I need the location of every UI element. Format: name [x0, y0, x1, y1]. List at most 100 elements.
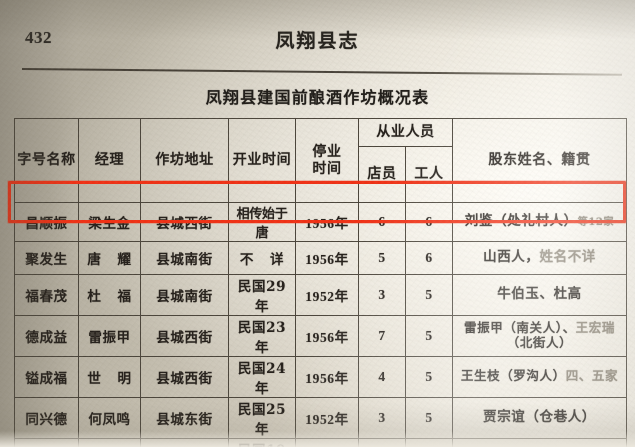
column-header-workers: 工人: [405, 146, 453, 203]
cell-manager: 张世贤: [78, 437, 141, 447]
cell-address: 县城西街: [140, 202, 229, 242]
cell-open-time: 民国25年: [228, 396, 296, 439]
table-row: 昌顺振 梁生金 县城西街 相传始于唐 1956年 6 6 刘鉴（处礼村人）等12…: [14, 202, 627, 242]
cell-clerks: 3: [358, 273, 406, 316]
shareholders-tail: 等12家: [577, 217, 615, 229]
cell-clerks: 4: [358, 437, 406, 447]
cell-open-time: 民国19年: [228, 437, 296, 447]
cell-name: 飞长丰: [14, 437, 79, 447]
close-time-line2: 时间: [312, 160, 342, 177]
table-row: 德成益 雷振甲 县城西街 民国23年 1956年 7 5 雷振甲（南关人）、王宏…: [14, 314, 627, 357]
manager-char-b: 耀: [117, 251, 132, 268]
cell-address: 县城东街: [140, 396, 229, 439]
cell-close-time: 1956年: [295, 241, 359, 275]
header-rule: [21, 68, 622, 76]
open-time-char-a: 不: [239, 251, 254, 268]
shareholders-main: 雷振甲（南关人）、: [464, 319, 576, 335]
cell-name: 福春茂: [14, 273, 79, 316]
running-head: 432 凤翔县志: [0, 28, 635, 62]
manager-char-a: 世: [87, 370, 102, 387]
cell-manager: 何凤鸣: [78, 396, 141, 439]
cell-shareholders: 牛伯玉、杜高: [452, 273, 627, 316]
column-header-staff-group: 从业人员: [358, 118, 453, 147]
cell-close-time: 1956年: [295, 202, 359, 242]
cell-close-time: 1956年: [295, 314, 359, 357]
cell-address: 县城西街: [140, 314, 229, 357]
cell-manager: 雷振甲: [78, 314, 141, 357]
page-number: 432: [25, 28, 52, 47]
cell-clerks: 7: [358, 314, 406, 357]
cell-close-time: 1952年: [295, 396, 359, 439]
cell-shareholders: 王生枝（罗沟人）四、五家: [452, 355, 627, 398]
cell-name: 聚发生: [14, 241, 79, 275]
cell-close-time: 1952年: [295, 273, 359, 316]
cell-workers: 5: [405, 396, 453, 439]
cell-name: 德成益: [14, 314, 79, 357]
table-row: 镒成福 世明 县城西街 民国24年 1956年 4 5 王生枝（罗沟人）四、五家: [14, 355, 627, 398]
table-subheader-row: 店员 工人: [15, 146, 627, 203]
cell-shareholders: 侯正（东指挥人）: [452, 437, 627, 447]
cell-workers: 6: [405, 241, 453, 275]
table-header-row: 字号名称 经理 作坊地址 开业时间 停业 时间 从业人员 股东姓名、籍贯: [14, 118, 627, 203]
table-row: 飞长丰 张世贤 县城东关 民国19年 1956年 4 5 侯正（东指挥人）: [14, 437, 627, 447]
cell-open-time: 民国24年: [228, 355, 296, 398]
open-time-char-b: 详: [270, 251, 285, 268]
cell-open-time: 相传始于唐: [228, 202, 296, 242]
shareholders-line-2: （北街人）: [506, 334, 573, 350]
column-header-close-time: 停业 时间: [295, 118, 359, 203]
cell-workers: 5: [405, 314, 453, 357]
cell-open-time: 不详: [228, 241, 296, 275]
table-caption: 凤翔县建国前酿酒作坊概况表: [205, 88, 430, 107]
column-header-clerks: 店员: [358, 146, 406, 203]
cell-clerks: 5: [358, 241, 406, 275]
shareholders-main: 刘鉴（处礼村人）: [464, 213, 578, 230]
shareholders-line-1: 雷振甲（南关人）、王宏瑞: [455, 319, 624, 336]
cell-manager: 世明: [78, 355, 141, 398]
cell-close-time: 1956年: [295, 355, 359, 398]
table-row: 聚发生 唐耀 县城南街 不详 1956年 5 6 山西人，姓名不详: [14, 241, 627, 275]
column-header-open-time: 开业时间: [228, 118, 296, 203]
cell-workers: 5: [405, 355, 453, 398]
cell-clerks: 4: [358, 355, 406, 398]
cell-address: 县城南街: [140, 273, 229, 316]
shareholders-tail: 四、五家: [565, 368, 619, 384]
column-header-address: 作坊地址: [140, 118, 229, 203]
cell-workers: 6: [405, 202, 453, 242]
cell-name: 镒成福: [14, 355, 79, 398]
cell-shareholders: 山西人，姓名不详: [452, 241, 627, 275]
manager-char-b: 明: [117, 370, 132, 387]
cell-clerks: 6: [358, 202, 406, 242]
cell-workers: 5: [405, 437, 453, 447]
column-header-shareholders: 股东姓名、籍贯: [452, 118, 627, 203]
cell-manager: 梁生金: [78, 202, 141, 242]
shareholders-main: 王生枝（罗沟人）: [460, 368, 566, 384]
cell-workers: 5: [405, 273, 453, 316]
table-row: 福春茂 杜福 县城南街 民国29年 1952年 3 5 牛伯玉、杜高: [14, 273, 627, 316]
cell-shareholders: 贾宗谊（仓巷人）: [452, 396, 627, 439]
cell-address: 县城东关: [140, 437, 229, 447]
workshops-table: 字号名称 经理 作坊地址 开业时间 停业 时间 从业人员 股东姓名、籍贯 店员 …: [14, 118, 627, 447]
column-header-name: 字号名称: [14, 118, 79, 203]
table-row: 同兴德 何凤鸣 县城东街 民国25年 1952年 3 5 贾宗谊（仓巷人）: [14, 396, 627, 439]
cell-close-time: 1956年: [295, 437, 359, 447]
shareholders-main: 山西人，: [483, 248, 540, 265]
cell-clerks: 3: [358, 396, 406, 439]
close-time-line1: 停业: [312, 143, 342, 160]
cell-shareholders: 刘鉴（处礼村人）等12家: [452, 202, 627, 242]
manager-char-a: 杜: [87, 288, 102, 305]
manager-char-b: 福: [117, 288, 132, 305]
table-container: 字号名称 经理 作坊地址 开业时间 停业 时间 从业人员 股东姓名、籍贯 店员 …: [14, 118, 627, 447]
cell-name: 昌顺振: [14, 202, 79, 242]
running-title: 凤翔县志: [275, 30, 360, 52]
cell-open-time: 民国29年: [228, 273, 296, 316]
cell-name: 同兴德: [14, 396, 79, 439]
cell-manager: 唐耀: [78, 241, 141, 275]
shareholders-tail: 王宏瑞: [575, 319, 615, 335]
cell-address: 县城南街: [140, 241, 229, 275]
cell-manager: 杜福: [78, 273, 141, 316]
shareholders-tail: 姓名不详: [539, 248, 596, 265]
cell-shareholders: 雷振甲（南关人）、王宏瑞 （北街人）: [452, 314, 627, 357]
cell-address: 县城西街: [140, 355, 229, 398]
column-header-manager: 经理: [78, 118, 141, 203]
